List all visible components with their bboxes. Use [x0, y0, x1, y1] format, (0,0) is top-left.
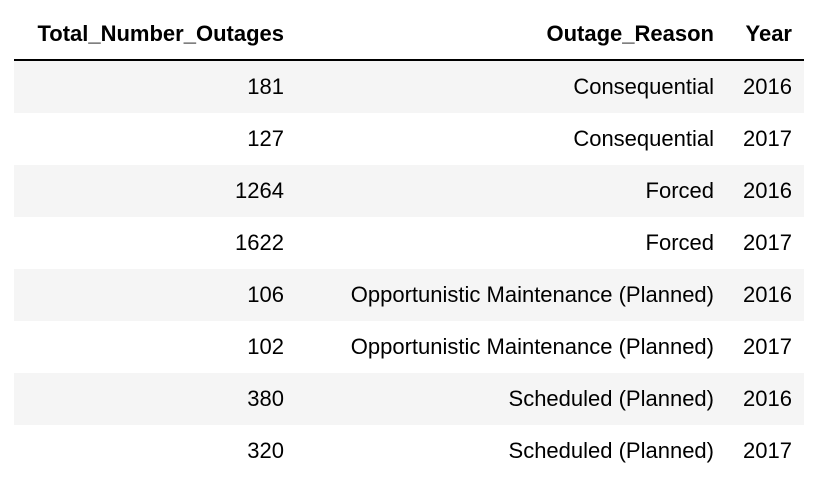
- cell-year: 2017: [726, 113, 804, 165]
- cell-total-number-outages: 320: [14, 425, 296, 477]
- cell-total-number-outages: 106: [14, 269, 296, 321]
- cell-total-number-outages: 127: [14, 113, 296, 165]
- column-header-outage-reason: Outage_Reason: [296, 8, 726, 61]
- cell-outage-reason: Forced: [296, 165, 726, 217]
- table-row: 380 Scheduled (Planned) 2016: [14, 373, 804, 425]
- dataframe-container: Total_Number_Outages Outage_Reason Year …: [14, 8, 804, 477]
- cell-total-number-outages: 102: [14, 321, 296, 373]
- cell-total-number-outages: 380: [14, 373, 296, 425]
- cell-outage-reason: Opportunistic Maintenance (Planned): [296, 269, 726, 321]
- cell-total-number-outages: 181: [14, 60, 296, 113]
- cell-outage-reason: Forced: [296, 217, 726, 269]
- cell-year: 2016: [726, 269, 804, 321]
- table-body: 181 Consequential 2016 127 Consequential…: [14, 60, 804, 477]
- table-row: 102 Opportunistic Maintenance (Planned) …: [14, 321, 804, 373]
- cell-outage-reason: Scheduled (Planned): [296, 425, 726, 477]
- cell-year: 2017: [726, 321, 804, 373]
- cell-year: 2016: [726, 165, 804, 217]
- cell-outage-reason: Consequential: [296, 60, 726, 113]
- cell-year: 2017: [726, 425, 804, 477]
- cell-outage-reason: Scheduled (Planned): [296, 373, 726, 425]
- table-row: 320 Scheduled (Planned) 2017: [14, 425, 804, 477]
- cell-year: 2016: [726, 60, 804, 113]
- table-header: Total_Number_Outages Outage_Reason Year: [14, 8, 804, 61]
- cell-outage-reason: Consequential: [296, 113, 726, 165]
- cell-outage-reason: Opportunistic Maintenance (Planned): [296, 321, 726, 373]
- table-row: 1264 Forced 2016: [14, 165, 804, 217]
- header-row: Total_Number_Outages Outage_Reason Year: [14, 8, 804, 61]
- column-header-year: Year: [726, 8, 804, 61]
- cell-year: 2017: [726, 217, 804, 269]
- outages-table: Total_Number_Outages Outage_Reason Year …: [14, 8, 804, 477]
- table-row: 106 Opportunistic Maintenance (Planned) …: [14, 269, 804, 321]
- table-row: 1622 Forced 2017: [14, 217, 804, 269]
- table-row: 181 Consequential 2016: [14, 60, 804, 113]
- cell-total-number-outages: 1622: [14, 217, 296, 269]
- cell-year: 2016: [726, 373, 804, 425]
- table-row: 127 Consequential 2017: [14, 113, 804, 165]
- cell-total-number-outages: 1264: [14, 165, 296, 217]
- column-header-total-number-outages: Total_Number_Outages: [14, 8, 296, 61]
